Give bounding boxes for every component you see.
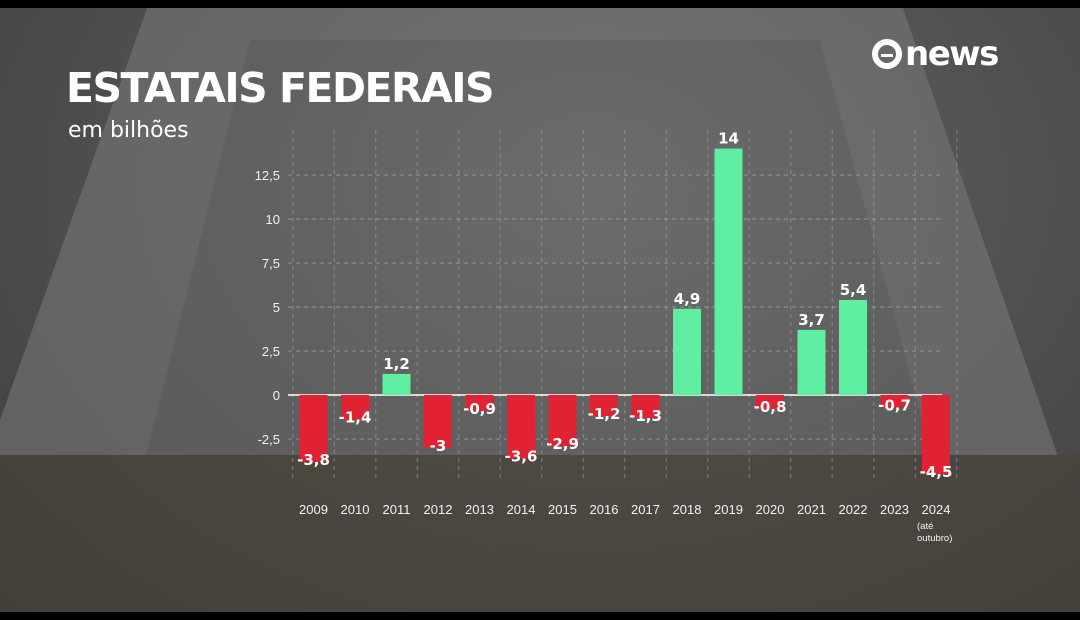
value-label: 3,7: [798, 311, 825, 329]
bar: [880, 395, 909, 408]
x-tick-label: 2023: [880, 502, 909, 517]
x-tick-label: 2014: [507, 502, 536, 517]
x-tick-label: 2017: [631, 502, 660, 517]
bar: [465, 395, 494, 411]
y-tick-label: 2,5: [262, 344, 280, 359]
bar: [382, 373, 411, 395]
bar: [299, 395, 328, 462]
chart-subtitle: em bilhões: [68, 118, 189, 143]
value-label: -0,9: [463, 400, 496, 418]
chart-title: ESTATAIS FEDERAIS: [66, 64, 495, 112]
value-label: -0,7: [878, 396, 911, 414]
y-tick-label: 12,5: [255, 168, 280, 183]
grid-lines: [288, 130, 958, 480]
value-label: 5,4: [840, 281, 867, 299]
y-tick-label: 10: [266, 212, 280, 227]
x-tick-note: outubro): [917, 533, 952, 544]
value-label: -1,2: [588, 405, 621, 423]
bar: [341, 395, 369, 420]
x-tick-label: 2022: [839, 502, 868, 517]
y-tick-label: 5: [273, 300, 280, 315]
logo-text: news: [905, 34, 999, 74]
x-tick-label: 2009: [299, 502, 328, 517]
bar: [424, 395, 452, 448]
bar: [507, 395, 535, 459]
x-tick-label: 2020: [756, 502, 785, 517]
x-tick-label: 2018: [673, 502, 702, 517]
bars: [299, 148, 950, 475]
globo-logo-icon: [872, 39, 902, 69]
bottom-letterbox: [0, 612, 1080, 620]
value-label: 14: [718, 130, 739, 148]
bar: [590, 395, 618, 417]
bar: [673, 308, 701, 395]
bar: [548, 395, 577, 447]
x-tick-label: 2021: [797, 502, 826, 517]
value-label: -3,6: [505, 447, 538, 465]
value-label: 1,2: [383, 355, 410, 373]
value-label: -1,3: [629, 407, 662, 425]
x-tick-label: 2019: [714, 502, 743, 517]
top-letterbox: [0, 0, 1080, 8]
x-tick-label: 2011: [383, 502, 411, 517]
x-tick-label: 2010: [341, 502, 370, 517]
bar: [839, 299, 867, 395]
value-label: -3,8: [297, 451, 330, 469]
bar: [714, 148, 743, 395]
value-label: -1,4: [339, 409, 372, 427]
bar: [756, 395, 784, 410]
y-tick-label: 7,5: [262, 256, 280, 271]
value-label: 4,9: [674, 290, 701, 308]
value-label: -3: [430, 437, 447, 455]
bar: [797, 329, 826, 395]
x-tick-label: 2015: [548, 502, 577, 517]
gnews-logo: news: [872, 34, 999, 74]
x-tick-label: 2013: [465, 502, 494, 517]
x-tick-label: 2012: [424, 502, 453, 517]
y-tick-label: 0: [273, 388, 280, 403]
bar: [631, 395, 660, 418]
x-tick-note: (até: [917, 521, 933, 532]
x-tick-label: 2024: [922, 502, 951, 517]
bar: [922, 395, 950, 475]
value-label: -4,5: [920, 463, 953, 481]
x-tick-label: 2016: [590, 502, 619, 517]
value-label: -0,8: [754, 398, 787, 416]
value-label: -2,9: [546, 435, 579, 453]
y-tick-label: -2,5: [258, 432, 280, 447]
labels: -2,5 0 2,5 5 7,5 10 12,5 -3,8 2009 -1,4 2010 1,2 201…: [255, 130, 953, 544]
